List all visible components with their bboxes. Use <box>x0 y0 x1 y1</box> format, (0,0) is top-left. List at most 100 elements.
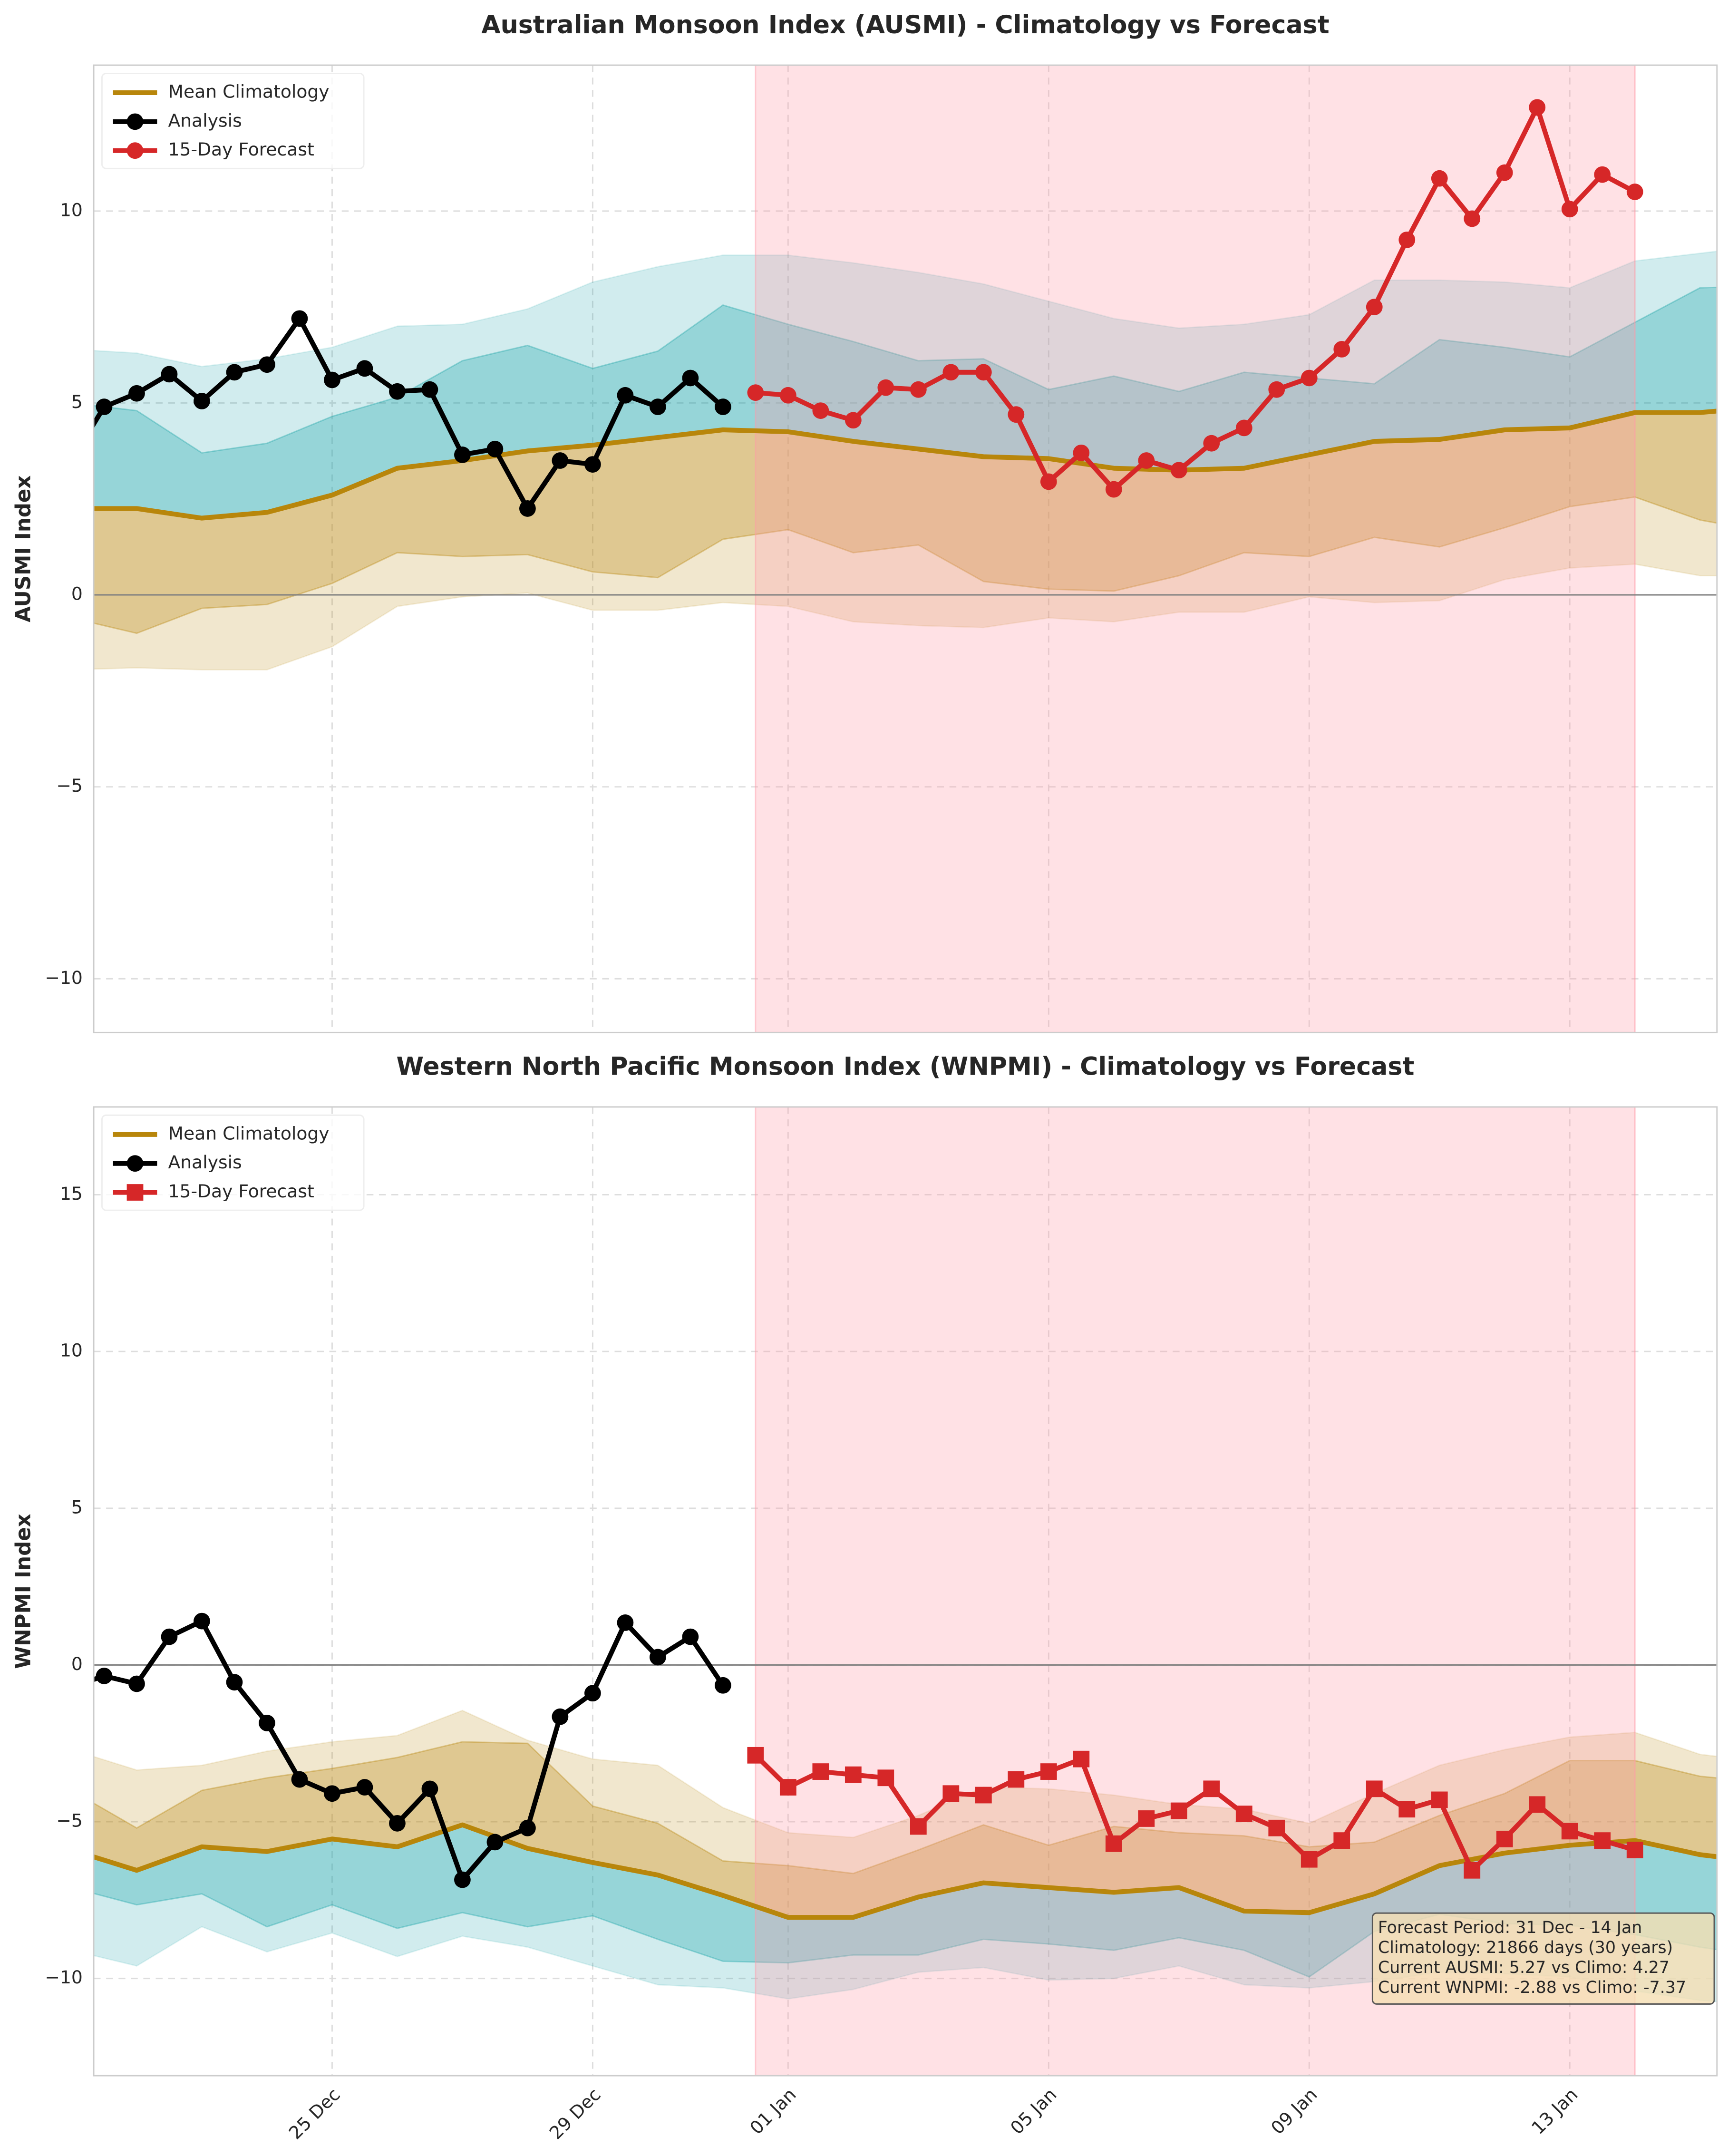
marker <box>1529 1796 1546 1813</box>
marker <box>226 1674 243 1691</box>
marker <box>779 387 796 404</box>
marker <box>1626 184 1643 200</box>
marker <box>259 356 275 373</box>
legend: Mean Climatology Analysis 15-Day Forecast <box>101 72 365 169</box>
marker <box>1333 341 1350 358</box>
marker <box>975 364 992 381</box>
annotation-line: Climatology: 21866 days (30 years) <box>1378 1938 1673 1957</box>
series-line <box>94 408 1717 521</box>
marker <box>356 1779 373 1796</box>
marker <box>649 1649 666 1666</box>
marker <box>259 1714 275 1731</box>
marker <box>779 1779 796 1796</box>
marker <box>1235 419 1252 437</box>
marker <box>161 366 178 383</box>
legend-label: Mean Climatology <box>168 1123 330 1144</box>
climatology-band <box>94 1709 1717 1874</box>
marker <box>291 1771 308 1788</box>
annotation-line: Forecast Period: 31 Dec - 14 Jan <box>1378 1918 1642 1937</box>
marker <box>747 1747 764 1764</box>
marker <box>421 1780 438 1797</box>
marker <box>975 1787 992 1804</box>
annotation-box <box>1371 1912 1715 2005</box>
marker <box>682 369 699 387</box>
marker <box>1268 381 1285 398</box>
marker <box>1366 299 1383 315</box>
marker <box>1301 1851 1318 1868</box>
marker <box>486 440 504 457</box>
marker <box>1105 1835 1122 1852</box>
marker <box>1008 406 1025 423</box>
marker <box>454 1871 471 1888</box>
marker <box>910 1818 927 1835</box>
marker <box>356 360 373 377</box>
chart-title: Western North Pacific Monsoon Index (WNP… <box>396 1053 1414 1081</box>
marker <box>1040 473 1057 490</box>
plot-area <box>94 65 1717 1033</box>
marker <box>584 1685 601 1702</box>
legend-box <box>101 1114 365 1211</box>
y-tick-label: −10 <box>45 967 82 988</box>
legend-label: Mean Climatology <box>168 81 330 102</box>
y-tick-label: −10 <box>45 1967 82 1988</box>
marker <box>1138 1810 1155 1827</box>
marker <box>812 1763 829 1780</box>
annotation: Forecast Period: 31 Dec - 14 JanClimatol… <box>1371 1912 1715 2005</box>
legend-label: Analysis <box>168 1152 242 1173</box>
marker <box>519 1819 536 1836</box>
marker <box>1138 452 1155 469</box>
marker <box>617 1614 634 1631</box>
annotation-line: Current WNPMI: -2.88 vs Climo: -7.37 <box>1378 1978 1686 1997</box>
marker <box>1203 435 1220 452</box>
annotation-line: Current AUSMI: 5.27 vs Climo: 4.27 <box>1378 1958 1670 1977</box>
legend-box <box>101 72 365 169</box>
marker <box>389 1815 406 1832</box>
series-line <box>755 105 1636 492</box>
climatology-band <box>94 250 1717 454</box>
marker <box>1464 210 1481 227</box>
marker <box>1333 1832 1350 1849</box>
marker <box>552 1708 569 1725</box>
marker <box>584 456 601 473</box>
y-tick-label: 5 <box>71 1496 83 1517</box>
marker <box>845 412 862 429</box>
legend-label: 15-Day Forecast <box>168 139 314 160</box>
marker <box>942 1785 960 1802</box>
marker <box>1496 164 1513 181</box>
legend-label: Analysis <box>168 110 242 131</box>
panel: −10 −5 0 5 10 Mean Climatology Analysis 15-Day … <box>12 11 1718 1033</box>
marker <box>1170 1802 1187 1819</box>
marker <box>454 447 471 463</box>
marker <box>682 1628 699 1645</box>
marker <box>389 383 406 400</box>
marker <box>1561 201 1578 218</box>
marker <box>324 1785 340 1802</box>
marker <box>1496 1830 1513 1847</box>
marker <box>1398 231 1416 248</box>
marker <box>421 381 438 398</box>
marker <box>1170 462 1187 479</box>
marker <box>128 1675 145 1692</box>
marker <box>877 379 894 396</box>
marker <box>552 452 569 469</box>
y-axis-label: AUSMI Index <box>12 476 36 622</box>
marker <box>194 393 210 409</box>
marker <box>714 398 731 415</box>
marker <box>96 398 113 415</box>
marker <box>96 1668 113 1684</box>
marker <box>747 384 764 401</box>
climatology-band <box>94 496 1717 670</box>
marker <box>126 113 144 130</box>
marker <box>1561 1823 1578 1840</box>
y-tick-label: 0 <box>71 583 83 604</box>
marker <box>877 1769 894 1787</box>
marker <box>910 381 927 398</box>
marker <box>1040 1763 1057 1780</box>
legend: Mean Climatology Analysis 15-Day Forecast <box>101 1114 365 1211</box>
axes-frame <box>93 64 1718 1033</box>
marker <box>714 1677 731 1694</box>
forecast-period <box>755 65 1636 1033</box>
